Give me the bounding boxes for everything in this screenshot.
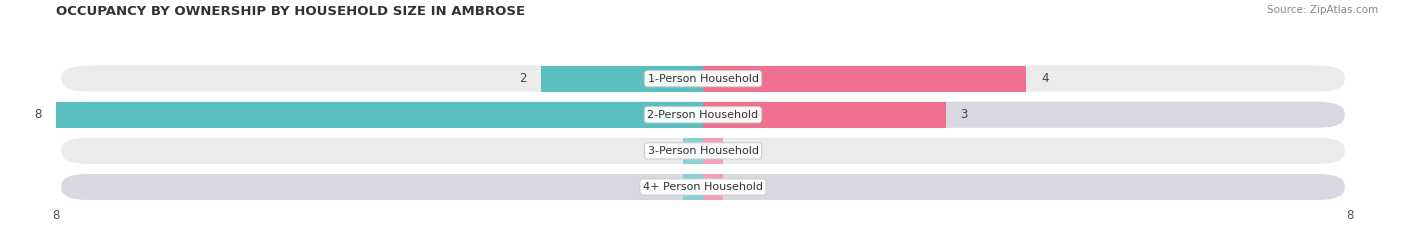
Text: Source: ZipAtlas.com: Source: ZipAtlas.com bbox=[1267, 5, 1378, 15]
Bar bbox=[56, 102, 703, 128]
Text: 1-Person Household: 1-Person Household bbox=[648, 74, 758, 84]
Bar bbox=[541, 66, 703, 92]
Bar bbox=[703, 138, 723, 164]
Text: 3-Person Household: 3-Person Household bbox=[648, 146, 758, 156]
Text: 0: 0 bbox=[738, 181, 745, 193]
Text: 0: 0 bbox=[661, 181, 668, 193]
Text: OCCUPANCY BY OWNERSHIP BY HOUSEHOLD SIZE IN AMBROSE: OCCUPANCY BY OWNERSHIP BY HOUSEHOLD SIZE… bbox=[56, 5, 526, 18]
FancyBboxPatch shape bbox=[60, 137, 1346, 165]
Text: 0: 0 bbox=[738, 144, 745, 157]
Bar bbox=[703, 66, 1026, 92]
Text: 3: 3 bbox=[960, 108, 967, 121]
FancyBboxPatch shape bbox=[60, 101, 1346, 129]
Bar bbox=[683, 138, 703, 164]
Text: 4+ Person Household: 4+ Person Household bbox=[643, 182, 763, 192]
Text: 8: 8 bbox=[34, 108, 42, 121]
FancyBboxPatch shape bbox=[60, 65, 1346, 93]
Text: 4: 4 bbox=[1040, 72, 1049, 85]
Text: 2: 2 bbox=[519, 72, 527, 85]
Text: 0: 0 bbox=[661, 144, 668, 157]
Text: 2-Person Household: 2-Person Household bbox=[647, 110, 759, 120]
Bar bbox=[703, 174, 723, 200]
FancyBboxPatch shape bbox=[60, 173, 1346, 201]
Bar bbox=[703, 102, 946, 128]
Bar bbox=[683, 174, 703, 200]
